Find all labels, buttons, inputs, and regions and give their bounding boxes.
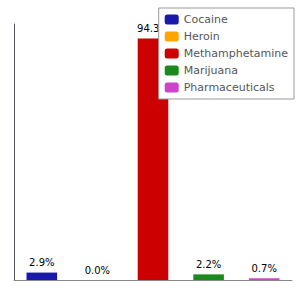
svg-text:2.2%: 2.2%	[196, 259, 221, 270]
svg-text:Marijuana: Marijuana	[184, 64, 238, 77]
svg-text:Pharmaceuticals: Pharmaceuticals	[184, 81, 275, 94]
svg-text:0.7%: 0.7%	[251, 263, 276, 274]
svg-text:2.9%: 2.9%	[29, 257, 54, 268]
svg-text:94.3%: 94.3%	[137, 23, 169, 35]
svg-text:Cocaine: Cocaine	[184, 13, 228, 26]
svg-text:Methamphetamine: Methamphetamine	[184, 47, 289, 60]
svg-text:Heroin: Heroin	[184, 30, 220, 43]
svg-text:0.0%: 0.0%	[85, 265, 110, 276]
